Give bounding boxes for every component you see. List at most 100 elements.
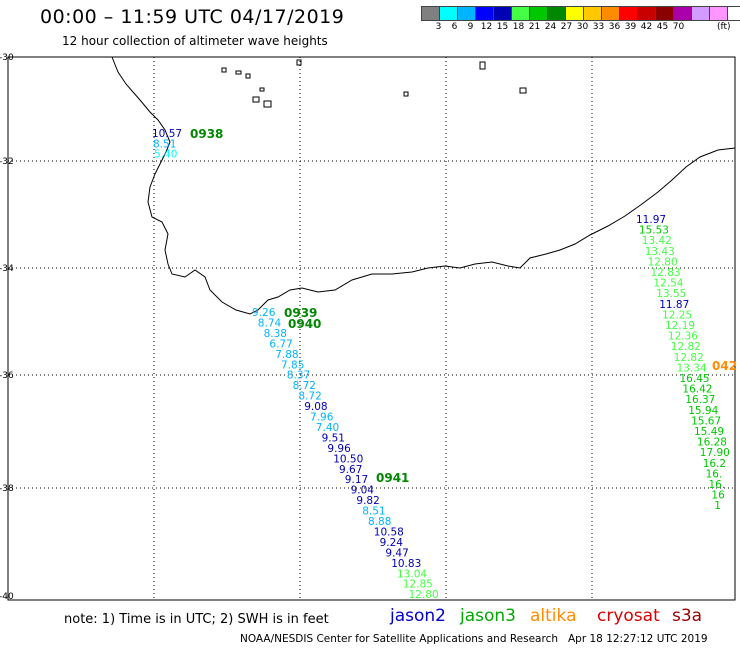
color-scale-unit: (ft) [717, 22, 731, 32]
swh-value: 16. [706, 468, 723, 480]
swh-value: 9.67 [339, 464, 362, 476]
swh-value: 11.87 [659, 299, 689, 311]
latitude-label: -40 [0, 592, 14, 602]
color-scale-label: 27 [560, 22, 573, 32]
swh-value: 10.57 [152, 128, 182, 140]
color-scale-label: 12 [480, 22, 493, 32]
color-swatch [691, 6, 710, 21]
swh-value: 13.55 [656, 288, 686, 300]
legend-item-jason2: jason2 [390, 606, 446, 626]
swh-value: 7.96 [310, 412, 334, 424]
wave-height-map: -30-32-34-36-38-40151821242730 10.578.51… [0, 53, 737, 602]
swh-value: 8.72 [293, 380, 316, 392]
swh-value: 8.51 [153, 138, 176, 150]
swh-value: 15.49 [694, 426, 724, 438]
swh-value: 15.67 [691, 415, 721, 427]
color-swatch [529, 6, 548, 21]
map-title: 00:00 – 11:59 UTC 04/17/2019 [40, 6, 345, 28]
color-scale-label: 39 [624, 22, 637, 32]
swh-value: 9.04 [351, 485, 375, 497]
swh-value: 13.42 [642, 235, 672, 247]
swh-value: 9.96 [327, 443, 351, 455]
swh-value: 12.25 [662, 309, 692, 321]
pass-time-label: 0939 [284, 306, 317, 320]
swh-value: 16.45 [680, 373, 710, 385]
swh-value: 8.51 [362, 506, 385, 518]
swh-value: 16.37 [685, 394, 715, 406]
color-scale-label: 21 [528, 22, 541, 32]
swh-value: 9.47 [385, 547, 408, 559]
swh-value: 8.37 [287, 370, 310, 382]
color-swatch [673, 6, 692, 21]
latitude-label: -30 [0, 53, 14, 63]
legend-item-cryosat: cryosat [597, 606, 660, 626]
color-swatch [709, 6, 728, 21]
swh-value: 9.17 [345, 474, 368, 486]
swh-value: 6.77 [269, 338, 292, 350]
swh-value: 13.43 [645, 246, 675, 258]
map-frame [7, 56, 736, 601]
color-scale-label: 70 [672, 22, 685, 32]
pass-time-label: 042 [712, 359, 737, 373]
color-swatch [583, 6, 602, 21]
swh-value: 12.85 [403, 579, 433, 591]
color-scale-label: 30 [576, 22, 589, 32]
color-swatch [511, 6, 530, 21]
swh-value: 17.90 [700, 447, 730, 459]
island [235, 70, 242, 75]
color-swatch [547, 6, 566, 21]
color-swatch [601, 6, 620, 21]
swh-value: 1 [714, 500, 721, 512]
swh-value: 9.82 [356, 495, 379, 507]
swh-value: 12.80 [409, 589, 439, 601]
swh-value: 12.83 [651, 267, 681, 279]
color-swatch [565, 6, 584, 21]
latitude-label: -38 [0, 484, 14, 494]
color-swatch [493, 6, 512, 21]
swh-value: 12.36 [668, 331, 698, 343]
swh-value: 12.19 [665, 320, 695, 332]
swh-value: 7.88 [275, 349, 298, 361]
swh-value: 7.85 [281, 359, 304, 371]
swh-value: 15.53 [639, 225, 669, 237]
color-swatch [475, 6, 494, 21]
swh-value: 16.2 [703, 458, 726, 470]
island [296, 59, 302, 66]
swh-value: 12.80 [648, 256, 678, 268]
color-swatch [421, 6, 440, 21]
swh-value: 15.94 [688, 405, 718, 417]
swh-value: 16.42 [682, 384, 712, 396]
swh-value: 16 [711, 490, 725, 502]
pass-time-label: 0941 [376, 471, 409, 485]
swh-value: 10.50 [333, 453, 363, 465]
color-swatch [619, 6, 638, 21]
swh-value: 16. [709, 479, 726, 491]
coastline [111, 56, 736, 315]
swh-value: 8.38 [264, 328, 287, 340]
color-swatch [637, 6, 656, 21]
color-swatch [439, 6, 458, 21]
swh-value: 8.88 [368, 516, 391, 528]
color-swatch [457, 6, 476, 21]
swh-value: 8.74 [258, 317, 282, 329]
island [221, 67, 227, 73]
color-scale [421, 6, 740, 21]
color-scale-label: 45 [656, 22, 669, 32]
legend-item-jason3: jason3 [460, 606, 516, 626]
map-subtitle: 12 hour collection of altimeter wave hei… [62, 34, 328, 48]
swh-value: 5.40 [154, 149, 177, 161]
footnote: note: 1) Time is in UTC; 2) SWH is in fe… [64, 612, 329, 627]
island [479, 61, 486, 70]
color-swatch [727, 6, 740, 21]
pass-time-label: 0938 [190, 127, 223, 141]
island [252, 96, 260, 103]
graticule: -30-32-34-36-38-40151821242730 [0, 53, 735, 602]
altimeter-tracks: 10.578.515.409.268.748.386.777.887.858.3… [152, 127, 737, 601]
island [259, 87, 265, 92]
island [519, 87, 527, 94]
legend-item-altika: altika [530, 606, 577, 626]
island [403, 91, 409, 97]
swh-value: 12.82 [671, 341, 701, 353]
color-scale-label: 33 [592, 22, 605, 32]
credit: NOAA/NESDIS Center for Satellite Applica… [240, 633, 558, 645]
